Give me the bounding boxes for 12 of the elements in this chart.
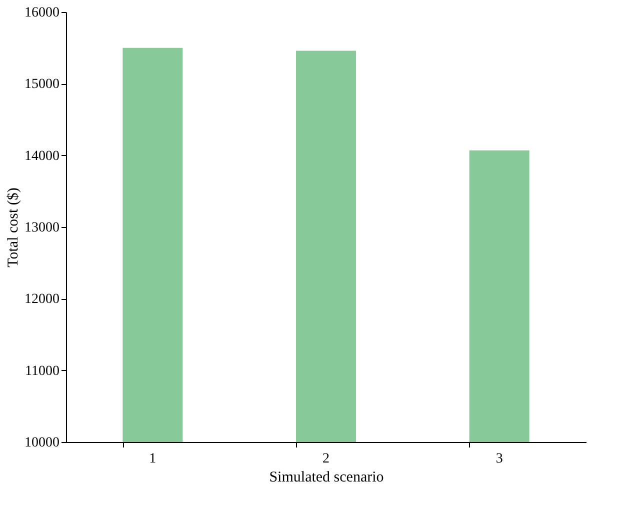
y-tick-label: 13000	[24, 220, 60, 236]
y-tick-label: 14000	[24, 148, 60, 164]
y-tick-label: 12000	[24, 292, 60, 308]
x-tick-label: 3	[496, 452, 503, 466]
y-axis-title: Total cost ($)	[6, 188, 22, 268]
x-axis-title: Simulated scenario	[269, 470, 384, 486]
y-tick-label: 11000	[25, 364, 60, 379]
y-tick-label: 10000	[24, 436, 60, 450]
x-tick-label: 2	[322, 452, 330, 466]
y-tick-label: 15000	[24, 77, 60, 92]
y-tick-label: 16000	[24, 6, 60, 20]
x-tick-label: 1	[149, 452, 156, 466]
